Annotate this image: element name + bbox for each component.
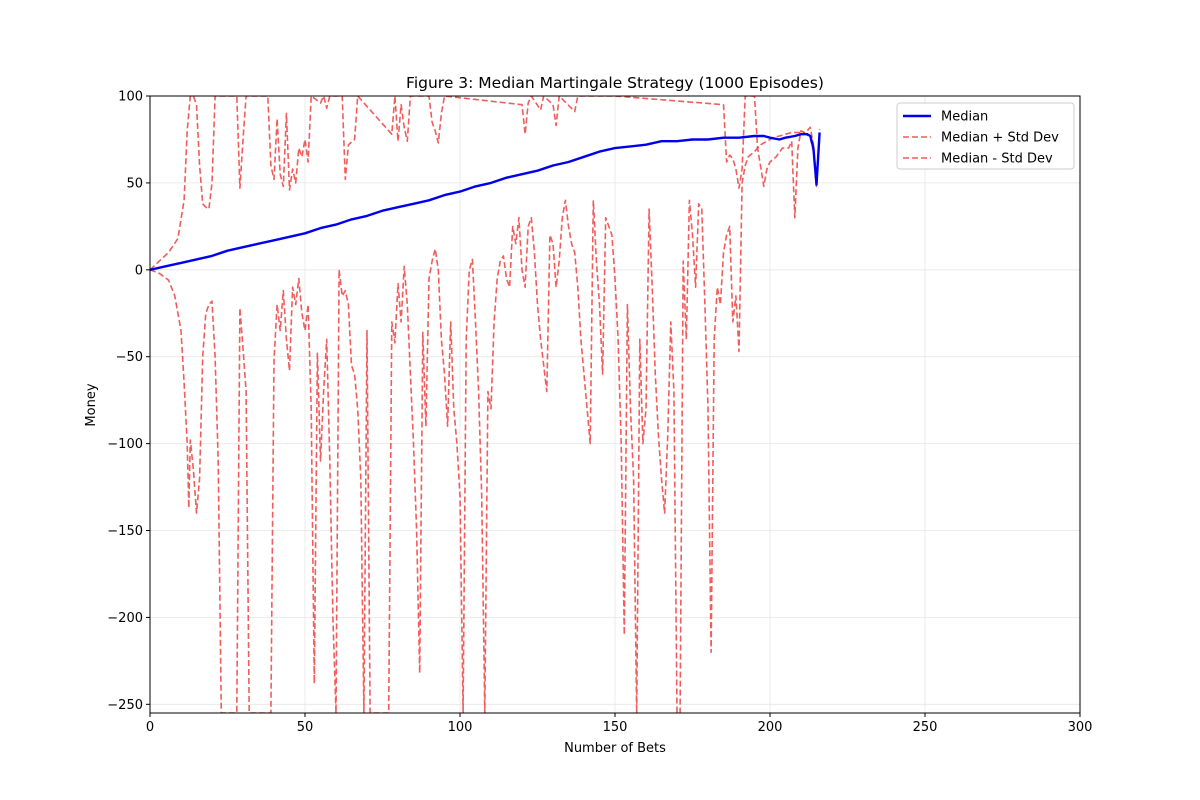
y-axis-label: Money <box>84 383 99 426</box>
y-tick-label: −100 <box>107 437 143 452</box>
series-line-median <box>150 132 821 271</box>
chart-title: Figure 3: Median Martingale Strategy (10… <box>406 74 824 92</box>
x-tick-label: 50 <box>297 720 314 735</box>
legend-label: Median + Std Dev <box>941 131 1059 146</box>
y-tick-label: −150 <box>107 524 143 539</box>
x-tick-label: 100 <box>448 720 473 735</box>
x-tick-label: 300 <box>1068 720 1093 735</box>
x-axis-label: Number of Bets <box>564 741 666 756</box>
x-tick-label: 0 <box>146 720 154 735</box>
legend: Median Median + Std Dev Median - Std Dev <box>896 102 1075 170</box>
x-tick-label: 250 <box>913 720 938 735</box>
x-tick-label: 200 <box>758 720 783 735</box>
legend-box <box>896 102 1075 170</box>
y-axis: 100 50 0 −50 −100 −150 −200 −250 <box>107 90 150 713</box>
y-tick-label: 50 <box>126 176 143 191</box>
series-layer <box>150 96 821 713</box>
x-tick-label: 150 <box>603 720 628 735</box>
y-tick-label: 100 <box>118 90 143 105</box>
series-line-median-std-dev <box>150 131 821 713</box>
legend-label: Median - Std Dev <box>941 152 1053 167</box>
y-tick-label: −200 <box>107 611 143 626</box>
x-axis: 0 50 100 150 200 250 300 <box>146 713 1093 735</box>
series-line-median-std-dev <box>150 96 821 271</box>
y-tick-label: −50 <box>116 350 143 365</box>
legend-label: Median <box>941 110 988 125</box>
y-tick-label: −250 <box>107 698 143 713</box>
y-tick-label: 0 <box>135 263 143 278</box>
